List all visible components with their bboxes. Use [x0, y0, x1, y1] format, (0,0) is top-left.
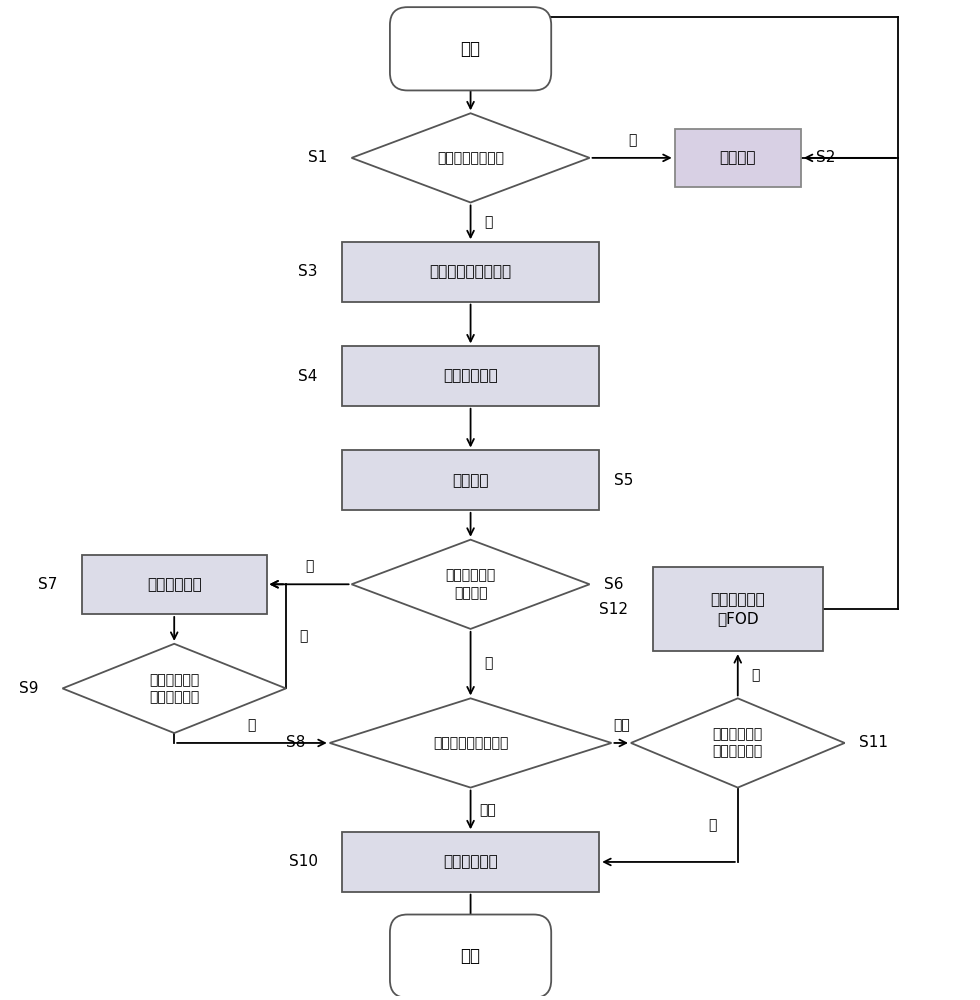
- Bar: [342, 450, 600, 510]
- Bar: [342, 242, 600, 302]
- Text: S6: S6: [605, 577, 623, 592]
- Polygon shape: [631, 698, 845, 788]
- Text: 是: 是: [484, 215, 492, 229]
- Text: 进场: 进场: [479, 803, 497, 817]
- Text: 判断系统是否启动: 判断系统是否启动: [437, 151, 504, 165]
- Text: 用户指定检测起始点: 用户指定检测起始点: [429, 264, 512, 279]
- Text: 判断是否存在
可疑物品: 判断是否存在 可疑物品: [446, 569, 496, 600]
- Text: 是: 是: [305, 559, 314, 573]
- Bar: [82, 555, 267, 614]
- Text: 判断可疑物品
是否完全排除: 判断可疑物品 是否完全排除: [149, 673, 199, 704]
- Text: 否: 否: [484, 657, 492, 671]
- Text: 离场: 离场: [612, 718, 629, 732]
- Text: 报警，人工处
理FOD: 报警，人工处 理FOD: [710, 592, 765, 626]
- Text: S11: S11: [859, 735, 888, 750]
- Text: S10: S10: [288, 854, 318, 869]
- FancyBboxPatch shape: [390, 7, 551, 90]
- Text: 发出放行指令: 发出放行指令: [443, 854, 498, 869]
- Text: 图片拼接: 图片拼接: [453, 473, 489, 488]
- Text: S5: S5: [613, 473, 633, 488]
- Polygon shape: [352, 113, 590, 202]
- Bar: [674, 129, 801, 187]
- Bar: [342, 832, 600, 892]
- Text: 否: 否: [708, 818, 716, 832]
- Text: S3: S3: [298, 264, 318, 279]
- Polygon shape: [329, 698, 612, 788]
- Text: 排除可疑物品: 排除可疑物品: [147, 577, 202, 592]
- Bar: [653, 567, 823, 651]
- Text: 判断是进场还是离场: 判断是进场还是离场: [433, 736, 509, 750]
- Text: S9: S9: [19, 681, 38, 696]
- Text: S1: S1: [308, 150, 327, 165]
- Text: 开始全景检测: 开始全景检测: [443, 369, 498, 384]
- Text: 是: 是: [751, 668, 760, 682]
- Text: 否: 否: [299, 629, 308, 643]
- Polygon shape: [352, 540, 590, 629]
- Text: 是: 是: [248, 718, 256, 732]
- Polygon shape: [63, 644, 286, 733]
- Text: 开始: 开始: [461, 40, 480, 58]
- Text: S8: S8: [286, 735, 306, 750]
- Text: S4: S4: [298, 369, 318, 384]
- Text: 否: 否: [628, 133, 636, 147]
- Bar: [342, 346, 600, 406]
- FancyBboxPatch shape: [390, 915, 551, 998]
- Text: 判断底盘是否
存在零件丢失: 判断底盘是否 存在零件丢失: [712, 727, 762, 759]
- Text: S7: S7: [38, 577, 58, 592]
- Text: S2: S2: [815, 150, 835, 165]
- Text: 结束: 结束: [461, 947, 480, 965]
- Text: S12: S12: [600, 602, 628, 617]
- Text: 系统空闲: 系统空闲: [719, 150, 756, 165]
